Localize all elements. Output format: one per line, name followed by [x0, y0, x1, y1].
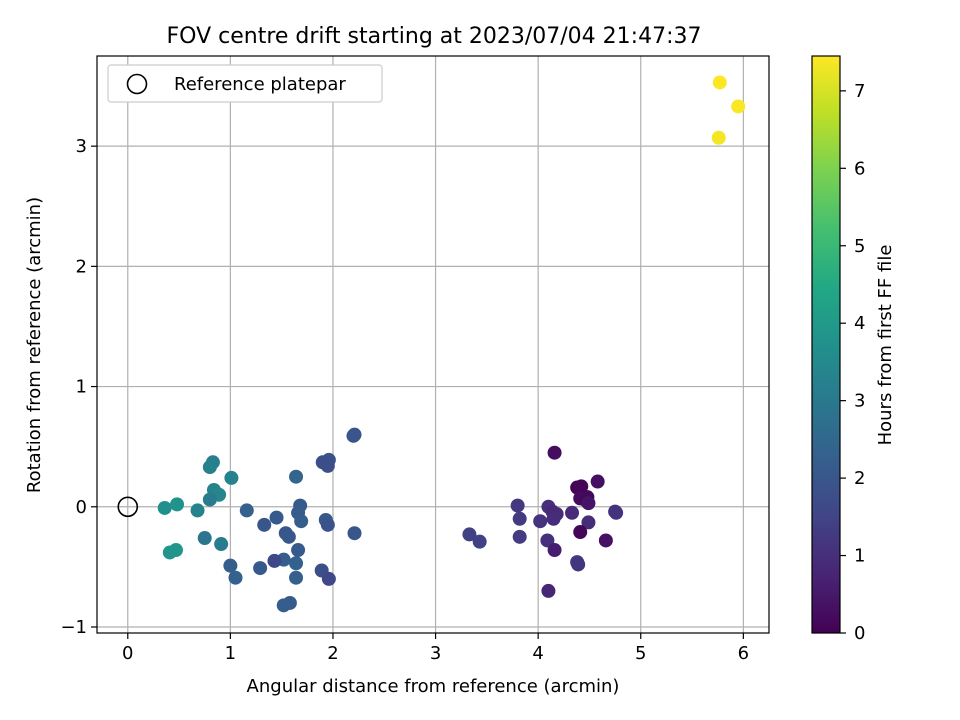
colorbar-tick-label: 7: [854, 81, 865, 102]
data-point: [202, 492, 217, 507]
data-point: [346, 428, 361, 443]
data-point: [320, 517, 335, 532]
y-tick-label: 3: [76, 136, 87, 157]
x-tick-label: 6: [738, 643, 749, 664]
data-point: [731, 99, 746, 114]
colorbar: 0 1 2 3 4 5 6 7 Hours from first FF file: [811, 55, 896, 644]
data-point: [202, 460, 217, 475]
colorbar-tick-label: 1: [854, 546, 865, 567]
data-point: [294, 514, 309, 529]
data-point: [581, 496, 596, 511]
legend-entry-label: Reference platepar: [174, 74, 346, 95]
data-point: [223, 558, 238, 573]
data-point: [533, 514, 548, 529]
data-point: [321, 571, 336, 586]
data-point: [712, 75, 727, 90]
colorbar-tick-label: 2: [854, 468, 865, 489]
data-point: [267, 553, 282, 568]
x-tick-label: 4: [532, 643, 543, 664]
data-point: [472, 534, 487, 549]
data-point: [571, 557, 586, 572]
x-tick-label: 2: [327, 643, 338, 664]
data-point: [541, 583, 556, 598]
data-point: [540, 533, 555, 548]
colorbar-tick-label: 4: [854, 313, 865, 334]
data-point: [276, 598, 291, 613]
colorbar-tick-label: 5: [854, 236, 865, 257]
data-point: [162, 545, 177, 560]
x-tick-label: 1: [225, 643, 236, 664]
y-tick-label: 2: [76, 256, 87, 277]
colorbar-tick-label: 3: [854, 391, 865, 412]
data-point: [239, 503, 254, 518]
y-axis-label: Rotation from reference (arcmin): [24, 197, 45, 493]
chart-title: FOV centre drift starting at 2023/07/04 …: [167, 24, 702, 49]
y-axis-ticks: −1 0 1 2 3: [60, 136, 97, 638]
data-points: [157, 75, 746, 613]
data-point: [598, 533, 613, 548]
data-point: [347, 526, 362, 541]
y-tick-label: 0: [76, 497, 87, 518]
y-tick-label: −1: [60, 617, 87, 638]
data-point: [291, 543, 306, 558]
legend-box: [107, 64, 383, 103]
data-point: [289, 556, 304, 571]
data-point: [197, 531, 212, 546]
reference-platepar-marker: [117, 496, 139, 518]
colorbar-ticks: 0 1 2 3 4 5 6 7: [840, 81, 865, 644]
data-point: [320, 458, 335, 473]
colorbar-tick-label: 0: [854, 623, 865, 644]
legend-marker-icon: [126, 73, 148, 95]
x-tick-label: 5: [635, 643, 646, 664]
colorbar-label: Hours from first FF file: [875, 245, 896, 446]
x-tick-label: 0: [122, 643, 133, 664]
x-axis-ticks: 0 1 2 3 4 5 6: [122, 633, 749, 664]
data-point: [573, 525, 588, 540]
data-point: [565, 505, 580, 520]
data-point: [170, 497, 185, 512]
colorbar-tick-label: 6: [854, 158, 865, 179]
data-point: [581, 515, 596, 530]
data-point: [190, 503, 205, 518]
data-point: [257, 517, 272, 532]
data-point: [711, 130, 726, 145]
grid-lines: [97, 56, 769, 633]
legend: Reference platepar: [107, 64, 383, 103]
data-point: [281, 529, 296, 544]
data-point: [574, 479, 589, 494]
data-point: [462, 527, 477, 542]
x-tick-label: 3: [430, 643, 441, 664]
data-point: [269, 510, 284, 525]
data-point: [214, 537, 229, 552]
y-tick-label: 1: [76, 377, 87, 398]
data-point: [512, 529, 527, 544]
data-point: [547, 543, 562, 558]
data-point: [590, 474, 605, 489]
data-point: [512, 511, 527, 526]
data-point: [609, 505, 624, 520]
data-point: [157, 500, 172, 515]
data-point: [224, 470, 239, 485]
data-point: [253, 561, 268, 576]
data-point: [510, 498, 525, 513]
data-point: [546, 511, 561, 526]
x-axis-label: Angular distance from reference (arcmin): [247, 676, 620, 697]
data-point: [547, 445, 562, 460]
colorbar-gradient: [811, 55, 841, 634]
data-point: [289, 469, 304, 484]
data-point: [228, 570, 243, 585]
plot-frame: [96, 55, 770, 634]
data-point: [289, 570, 304, 585]
